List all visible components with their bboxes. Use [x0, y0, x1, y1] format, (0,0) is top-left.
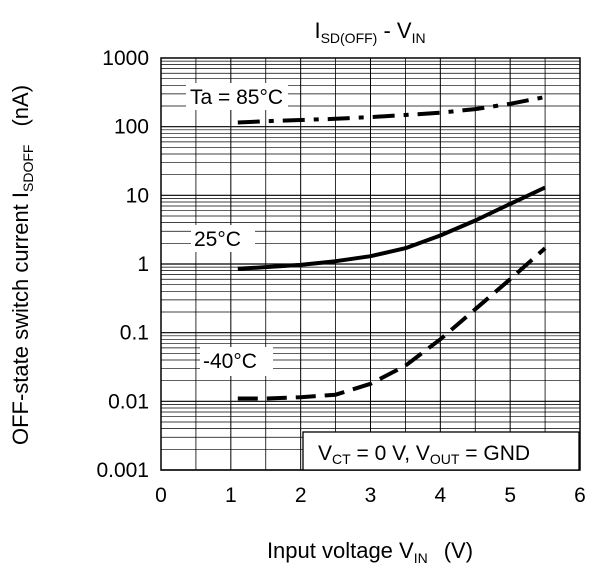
series-line-0 [237, 95, 546, 125]
y-axis-title: OFF-state switch current ISDOFF(nA) [8, 85, 36, 445]
y-tick-label: 1 [137, 253, 149, 276]
condition-box: VCT = 0 V, VOUT = GND [302, 431, 580, 471]
series-label-minus40c: -40°C [203, 350, 257, 373]
series-label-25c: 25°C [194, 228, 241, 251]
y-tick-label: 0.01 [108, 390, 149, 413]
y-tick-label: 100 [114, 116, 149, 139]
series-layer [237, 95, 547, 401]
y-tick-label: 0.001 [96, 459, 149, 482]
chart-title: ISD(OFF) - VIN [314, 18, 425, 46]
series-line-2 [237, 246, 547, 401]
plot-grid [160, 58, 581, 471]
x-tick-labels: 0 1 2 3 4 5 6 [155, 484, 586, 507]
y-tick-labels: 0.001 0.01 0.1 1 10 100 1000 [96, 47, 149, 482]
condition-text: VCT = 0 V, VOUT = GND [318, 442, 530, 467]
y-tick-label: 0.1 [120, 322, 149, 345]
x-tick-label: 2 [295, 484, 307, 507]
x-axis-title: Input voltage VIN (V) [267, 538, 473, 566]
series-line-1 [237, 185, 546, 271]
x-tick-label: 5 [504, 484, 516, 507]
x-tick-label: 6 [574, 484, 586, 507]
x-tick-label: 4 [434, 484, 446, 507]
y-tick-label: 1000 [102, 47, 149, 70]
x-tick-label: 0 [155, 484, 167, 507]
series-label-85c: Ta = 85°C [190, 86, 283, 109]
x-tick-label: 1 [225, 484, 237, 507]
x-tick-label: 3 [365, 484, 377, 507]
y-tick-label: 10 [126, 184, 149, 207]
series-labels: Ta = 85°C 25°C -40°C [186, 83, 288, 376]
